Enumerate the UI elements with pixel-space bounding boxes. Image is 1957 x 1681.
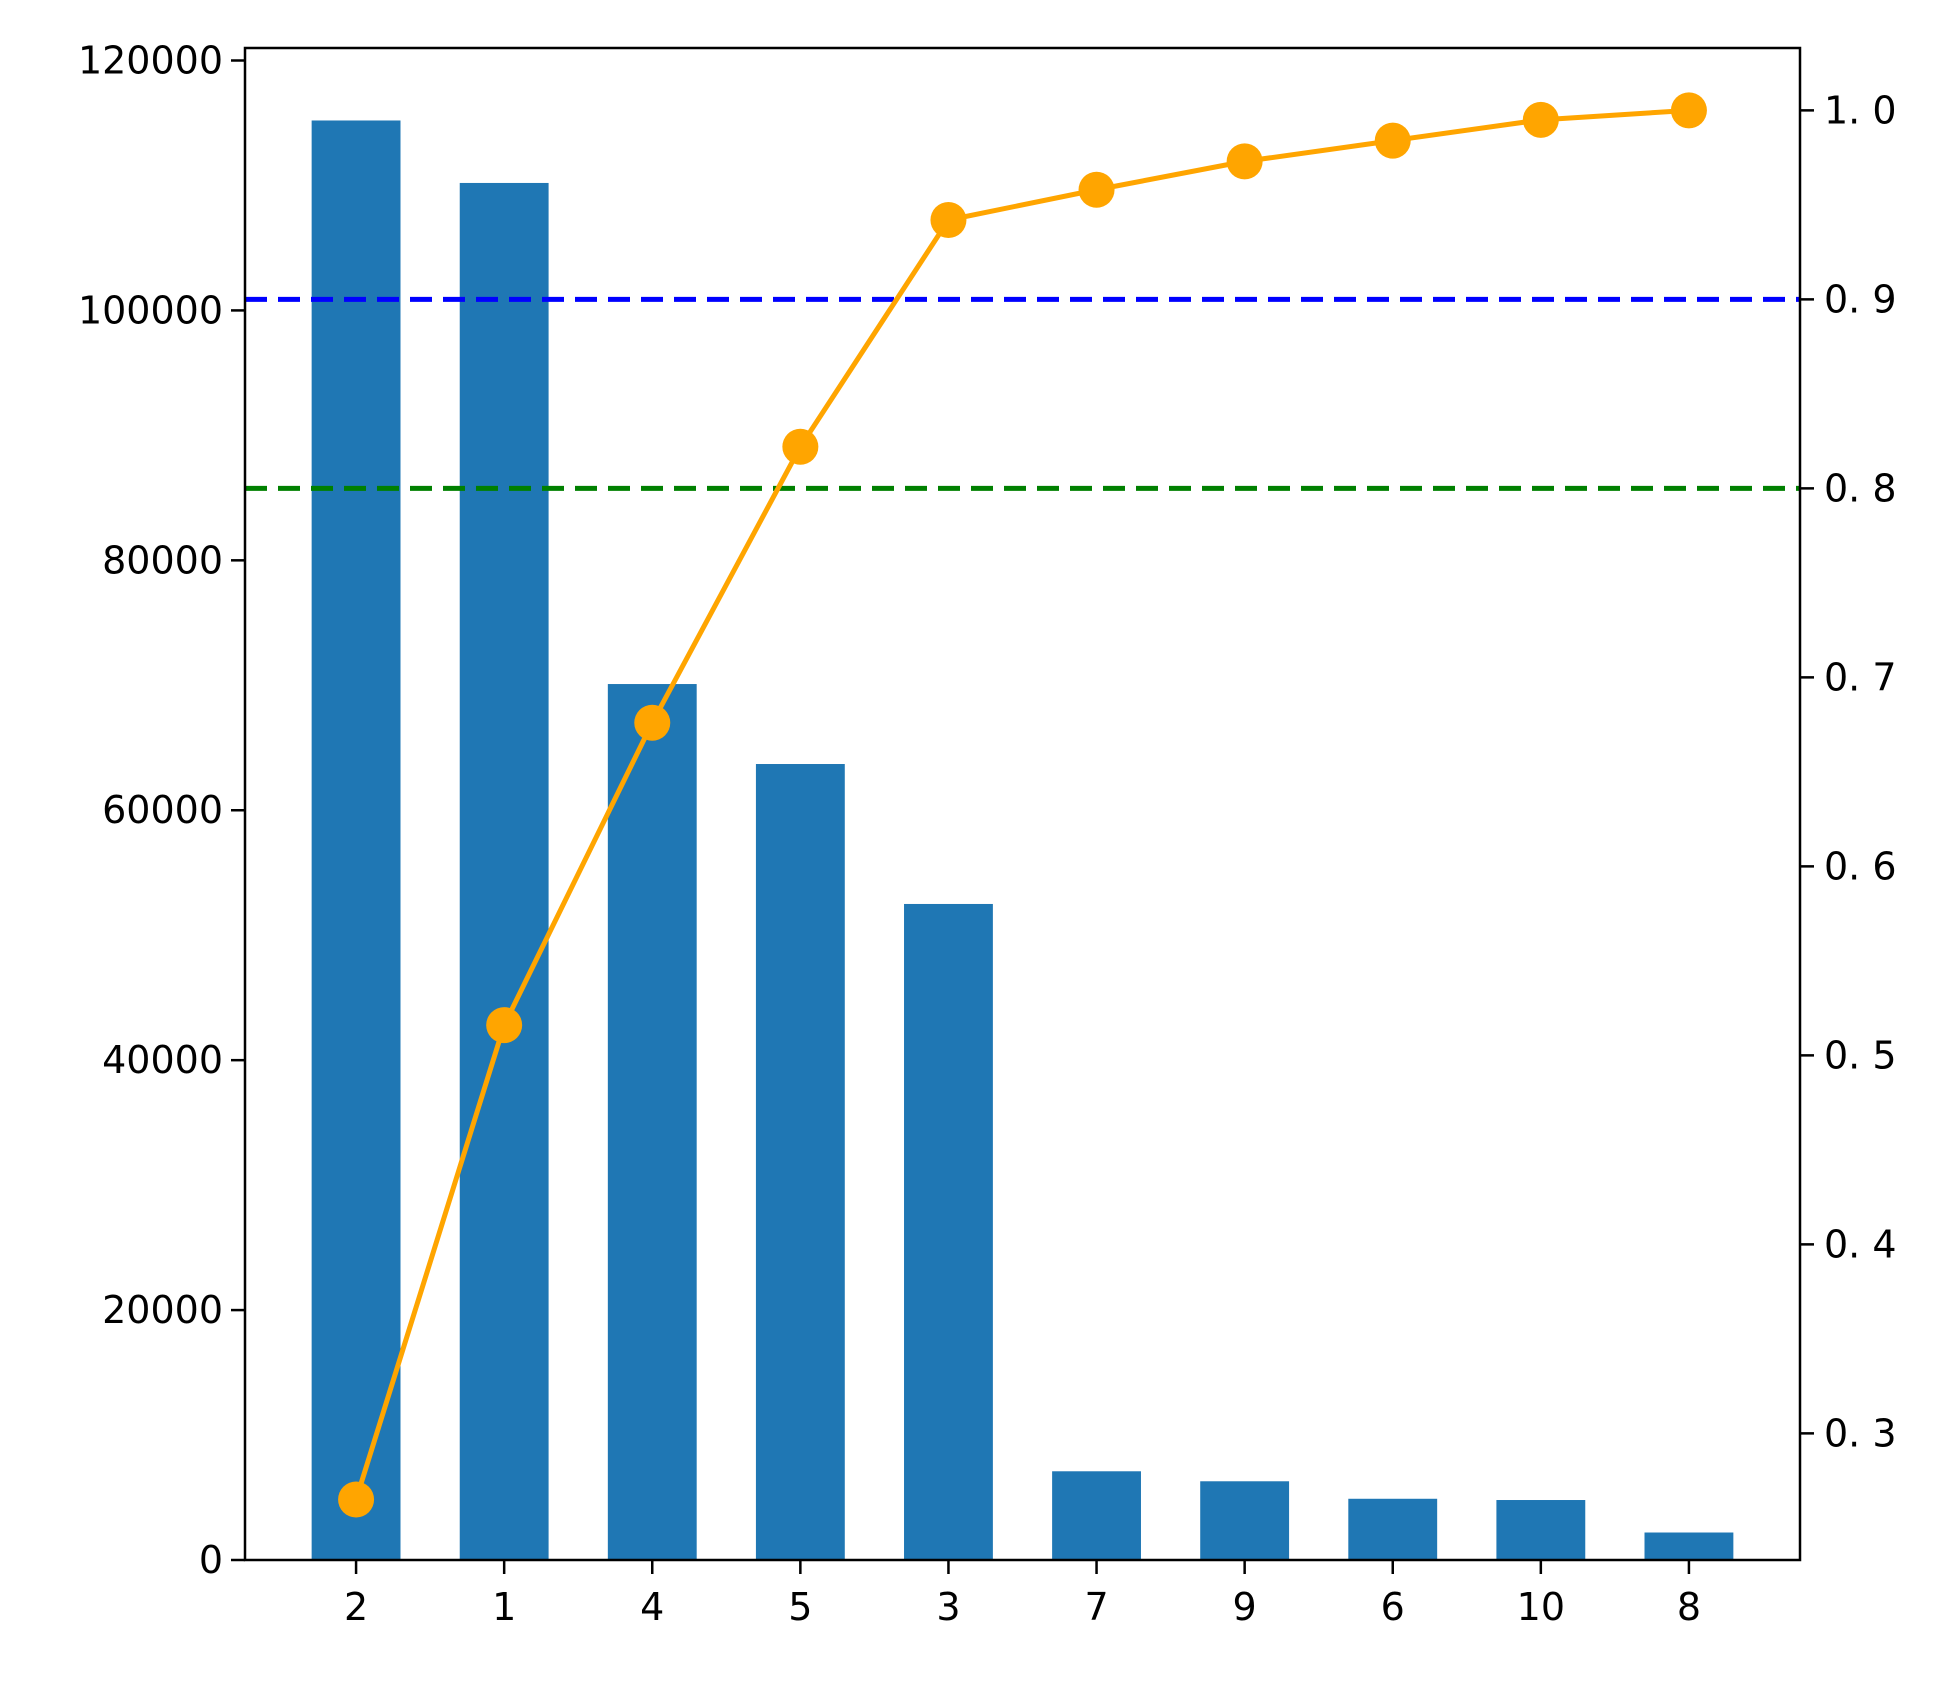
cumulative-point-1 (486, 1007, 523, 1044)
cumulative-point-10 (1522, 101, 1559, 138)
right-tick-label-0.7: 0. 7 (1824, 655, 1897, 699)
bar-9 (1200, 1481, 1290, 1560)
reference-lines-group (245, 296, 1800, 491)
x-tick-label-8: 8 (1677, 1585, 1701, 1629)
right-tick-label-0.5: 0. 5 (1824, 1033, 1897, 1077)
x-tick-label-9: 9 (1233, 1585, 1257, 1629)
x-tick-label-6: 6 (1381, 1585, 1405, 1629)
bar-2 (311, 120, 401, 1560)
left-tick-label-20000: 20000 (102, 1288, 223, 1332)
cumulative-point-7 (1078, 171, 1115, 208)
axes-group: 0 20000 40000 60000 80000 100000 120000 0. 3 0. … (78, 38, 1897, 1629)
right-tick-label-0.3: 0. 3 (1824, 1411, 1897, 1455)
cumulative-point-2 (338, 1481, 375, 1518)
left-tick-label-60000: 60000 (102, 788, 223, 832)
bar-6 (1348, 1498, 1438, 1560)
right-tick-label-1: 1. 0 (1824, 88, 1897, 132)
right-tick-label-0.8: 0. 8 (1824, 466, 1897, 510)
bar-10 (1496, 1500, 1586, 1560)
x-tick-label-2: 2 (344, 1585, 368, 1629)
cumulative-point-6 (1374, 122, 1411, 159)
bars-group (311, 120, 1734, 1561)
x-tick-label-4: 4 (640, 1585, 664, 1629)
right-tick-label-0.4: 0. 4 (1824, 1222, 1897, 1266)
left-tick-label-0: 0 (199, 1538, 223, 1582)
bar-8 (1644, 1532, 1734, 1560)
x-tick-label-1: 1 (492, 1585, 516, 1629)
cumulative-point-8 (1670, 92, 1707, 129)
cumulative-line (353, 107, 1690, 1501)
cumulative-line-group (338, 92, 1707, 1518)
cumulative-point-4 (634, 704, 671, 741)
left-tick-label-120000: 120000 (78, 38, 223, 82)
left-tick-label-40000: 40000 (102, 1038, 223, 1082)
cumulative-point-9 (1226, 143, 1263, 180)
bar-5 (755, 764, 845, 1560)
x-tick-label-3: 3 (936, 1585, 960, 1629)
right-tick-label-0.6: 0. 6 (1824, 844, 1897, 888)
bar-7 (1052, 1471, 1141, 1560)
bar-4 (607, 684, 697, 1560)
left-tick-label-100000: 100000 (78, 288, 223, 332)
bar-1 (459, 182, 549, 1561)
left-tick-label-80000: 80000 (102, 538, 223, 582)
right-tick-label-0.9: 0. 9 (1824, 277, 1897, 321)
x-tick-label-7: 7 (1084, 1585, 1108, 1629)
bar-3 (904, 903, 993, 1560)
x-tick-label-5: 5 (788, 1585, 812, 1629)
cumulative-point-3 (930, 201, 967, 238)
plot-frame (243, 46, 1802, 1562)
x-tick-label-10: 10 (1517, 1585, 1565, 1629)
cumulative-point-5 (782, 428, 819, 465)
